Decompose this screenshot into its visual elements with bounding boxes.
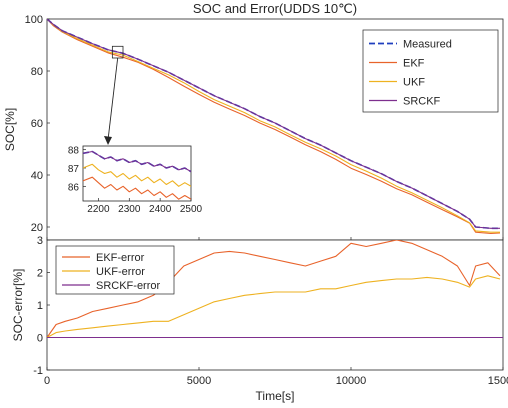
inset-x-tick-label: 2500 bbox=[180, 204, 203, 215]
soc-error-plot: 050001000015000-10123Time[s]SOC-error[%]… bbox=[11, 235, 508, 403]
error-y-tick-label: -1 bbox=[33, 365, 43, 377]
error-x-axis-label: Time[s] bbox=[256, 389, 295, 403]
error-x-tick-label: 5000 bbox=[187, 375, 211, 387]
error-legend-label-ekf-error: EKF-error bbox=[96, 252, 145, 264]
main-series-ekf bbox=[47, 19, 501, 235]
main-y-tick-label: 60 bbox=[31, 118, 43, 130]
inset-series-group bbox=[83, 150, 191, 200]
error-y-tick-label: 2 bbox=[37, 268, 43, 280]
error-series-group bbox=[47, 240, 503, 339]
main-legend-label-ukf: UKF bbox=[403, 77, 425, 89]
error-series-ukf-error bbox=[47, 275, 501, 338]
inset-y-tick-label: 87 bbox=[68, 164, 80, 175]
soc-main-plot: 20 40 60 80 100 SOC and Error(UDDS 10℃) SOC[%]… bbox=[3, 1, 504, 241]
inset-x-tick-label: 2200 bbox=[87, 204, 110, 215]
main-legend-label-measured: Measured bbox=[403, 39, 452, 51]
error-legend-label-srckf-error: SRCKF-error bbox=[96, 280, 161, 292]
error-legend-label-ukf-error: UKF-error bbox=[96, 266, 145, 278]
error-y-tick-label: 0 bbox=[37, 333, 43, 345]
inset-axes-frame bbox=[82, 145, 192, 202]
error-y-tick-label: 1 bbox=[37, 300, 43, 312]
main-title: SOC and Error(UDDS 10℃) bbox=[193, 1, 357, 16]
main-y-tick-label: 40 bbox=[31, 170, 43, 182]
error-x-tick-label: 15000 bbox=[488, 375, 508, 387]
main-legend-label-srckf: SRCKF bbox=[403, 96, 441, 108]
zoom-annotation bbox=[104, 45, 124, 145]
main-series-group bbox=[47, 19, 501, 235]
error-y-axis-label: SOC-error[%] bbox=[11, 269, 25, 342]
inset-series-ekf bbox=[83, 176, 191, 200]
zoom-arrow-head bbox=[104, 136, 112, 145]
inset-series-ukf bbox=[83, 163, 191, 187]
error-x-tick-label: 10000 bbox=[336, 375, 367, 387]
error-series-ekf-error bbox=[47, 240, 501, 338]
main-y-tick-label: 80 bbox=[31, 66, 43, 78]
inset-x-tick-label: 2300 bbox=[118, 204, 141, 215]
main-y-axis-label: SOC[%] bbox=[3, 108, 17, 151]
inset-y-tick-label: 86 bbox=[68, 182, 80, 193]
inset-x-tick-label: 2400 bbox=[149, 204, 172, 215]
main-y-tick-label: 20 bbox=[31, 222, 43, 234]
main-y-tick-label: 100 bbox=[25, 14, 43, 26]
main-legend-box bbox=[362, 29, 499, 113]
main-series-ukf bbox=[47, 19, 500, 233]
inset-y-tick-label: 88 bbox=[68, 146, 80, 157]
inset-series-srckf bbox=[83, 150, 191, 173]
error-x-tick-label: 0 bbox=[44, 375, 50, 387]
main-legend-label-ekf: EKF bbox=[403, 58, 425, 70]
zoom-inset-plot: 2200 2300 2400 2500 86 87 88 bbox=[68, 145, 203, 215]
main-series-srckf bbox=[47, 19, 500, 229]
zoom-arrow-line bbox=[107, 57, 119, 141]
error-y-tick-label: 3 bbox=[37, 235, 43, 247]
error-legend-box bbox=[55, 245, 175, 295]
